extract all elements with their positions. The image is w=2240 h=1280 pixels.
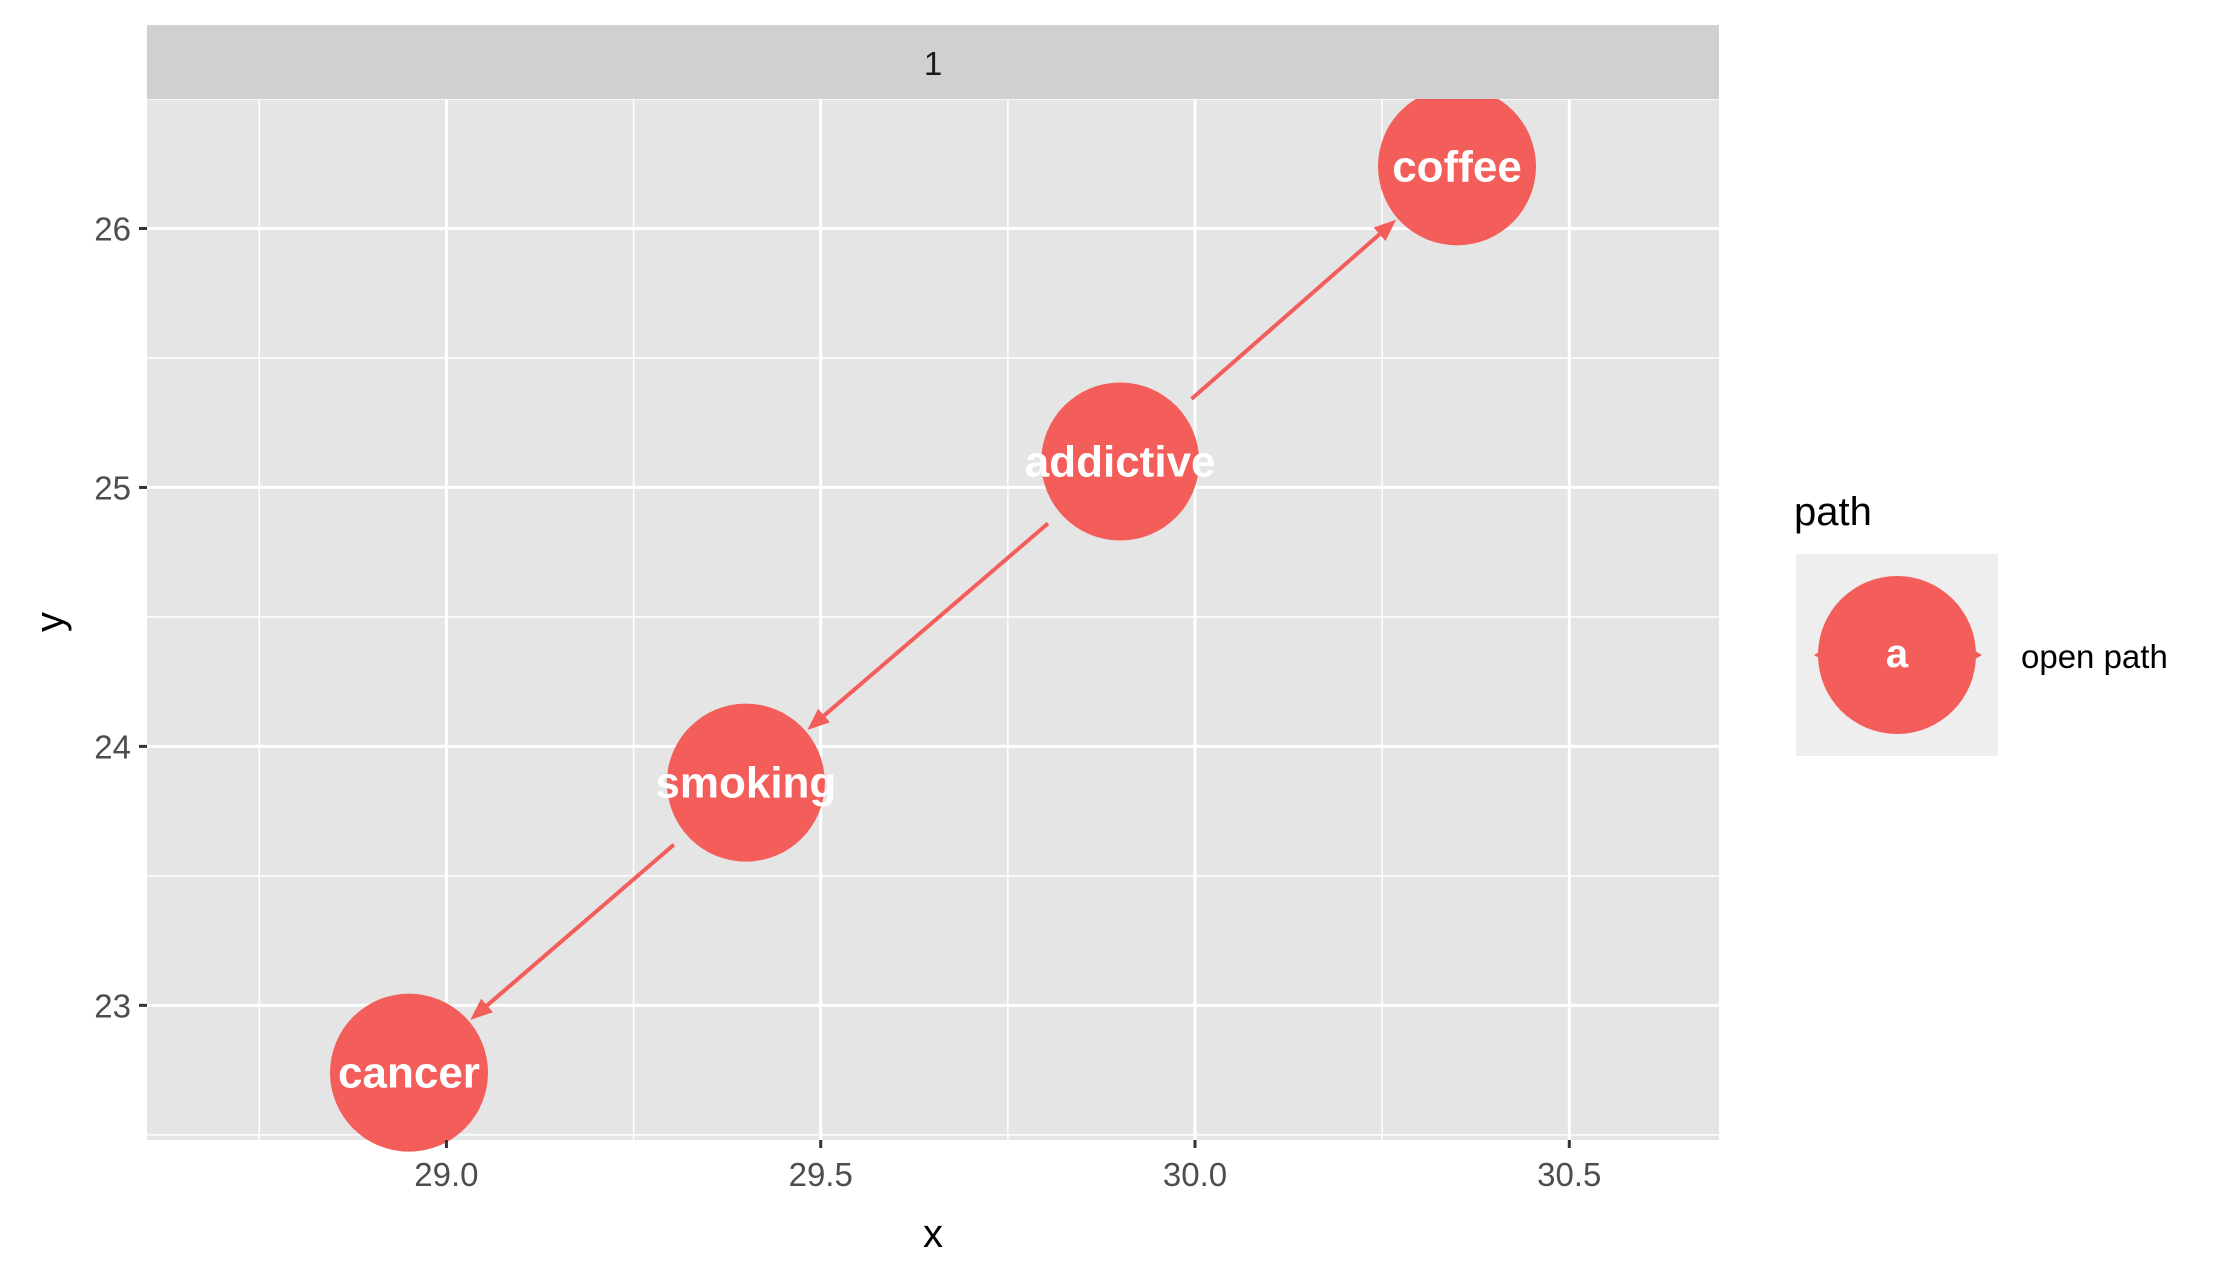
node-layer: coffee addictive smoking cancer: [330, 87, 1536, 1152]
edge-addictive-to-coffee: [1190, 230, 1384, 401]
node-circle-cancer: [330, 993, 488, 1152]
arrowhead-coffee: [1373, 219, 1397, 241]
node-label-addictive: addictive: [1025, 438, 1216, 487]
x-tick-label-29-5: 29.5: [789, 1156, 853, 1193]
y-tick-label-24: 24: [94, 728, 131, 765]
legend-title: path: [1794, 490, 1872, 534]
x-tick-label-29: 29.0: [414, 1156, 478, 1193]
edge-smoking-to-cancer: [482, 843, 676, 1010]
arrowhead-smoking: [807, 708, 830, 730]
node-circle-smoking: [666, 703, 825, 862]
node-coffee: coffee: [1378, 87, 1536, 246]
axis-layer: 29.0 29.5 30.0 30.5 23 24 25 26: [94, 210, 1601, 1193]
legend-item-label: open path: [2021, 638, 2168, 675]
node-label-smoking: smoking: [655, 759, 836, 808]
legend-key-node: [1818, 576, 1976, 734]
y-tick-label-26: 26: [94, 210, 131, 247]
x-axis-label: x: [923, 1212, 943, 1256]
arrowhead-cancer: [470, 998, 493, 1020]
legend: path a open path: [1794, 490, 2168, 756]
facet-strip-label: 1: [924, 45, 942, 82]
node-circle-coffee: [1378, 87, 1536, 246]
y-tick-label-23: 23: [94, 987, 131, 1024]
node-smoking: smoking: [655, 703, 836, 862]
facet-strip: [147, 25, 1719, 99]
node-circle-addictive: [1041, 382, 1200, 541]
x-tick-label-30: 30.0: [1163, 1156, 1227, 1193]
node-label-coffee: coffee: [1392, 142, 1522, 191]
node-cancer: cancer: [330, 993, 488, 1152]
edge-addictive-to-smoking: [819, 521, 1050, 720]
legend-key-letter: a: [1886, 632, 1909, 676]
y-tick-label-25: 25: [94, 469, 131, 506]
edge-layer: [470, 219, 1397, 1020]
y-axis-label: y: [28, 612, 72, 632]
x-tick-label-30-5: 30.5: [1537, 1156, 1601, 1193]
node-label-cancer: cancer: [338, 1049, 480, 1098]
node-addictive: addictive: [1025, 382, 1216, 541]
